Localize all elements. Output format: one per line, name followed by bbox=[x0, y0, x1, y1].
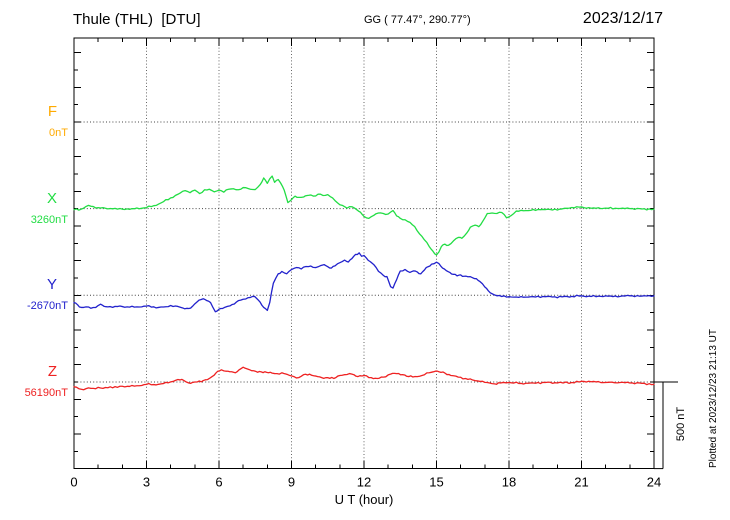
trace-X bbox=[73, 175, 655, 256]
station-title: Thule (THL) [DTU] bbox=[73, 11, 201, 28]
baseline-value-X: 3260nT bbox=[30, 213, 68, 226]
x-tick-label-21: 21 bbox=[574, 475, 588, 490]
geographic-coordinates: GG ( 77.47°, 290.77°) bbox=[364, 14, 471, 26]
component-label-Y: Y bbox=[46, 276, 57, 294]
observation-date: 2023/12/17 bbox=[582, 10, 663, 27]
x-tick-label-24: 24 bbox=[647, 475, 661, 490]
component-label-X: X bbox=[46, 189, 57, 207]
component-label-Z: Z bbox=[47, 362, 57, 380]
x-tick-label-6: 6 bbox=[215, 475, 222, 490]
x-tick-label-15: 15 bbox=[429, 475, 443, 490]
trace-Y bbox=[73, 252, 655, 313]
trace-Z bbox=[73, 366, 655, 391]
x-tick-label-12: 12 bbox=[357, 475, 371, 490]
component-label-F: F bbox=[47, 103, 57, 120]
x-tick-label-18: 18 bbox=[502, 475, 516, 490]
baseline-value-F: 0nT bbox=[49, 127, 68, 139]
baseline-value-Y: -2670nT bbox=[27, 300, 68, 313]
scale-bar-label: 500 nT bbox=[675, 407, 687, 442]
x-tick-label-9: 9 bbox=[288, 475, 295, 490]
plotted-at-label: Plotted at 2023/12/23 21:13 UT bbox=[708, 329, 719, 468]
baseline-value-Z: 56190nT bbox=[24, 386, 68, 399]
x-tick-label-0: 0 bbox=[70, 475, 77, 490]
x-tick-label-3: 3 bbox=[143, 475, 150, 490]
plot-generated-layer: 0 3 6 9 12 15 18 21 24 bbox=[70, 37, 678, 490]
x-axis-title: U T (hour) bbox=[334, 492, 394, 507]
